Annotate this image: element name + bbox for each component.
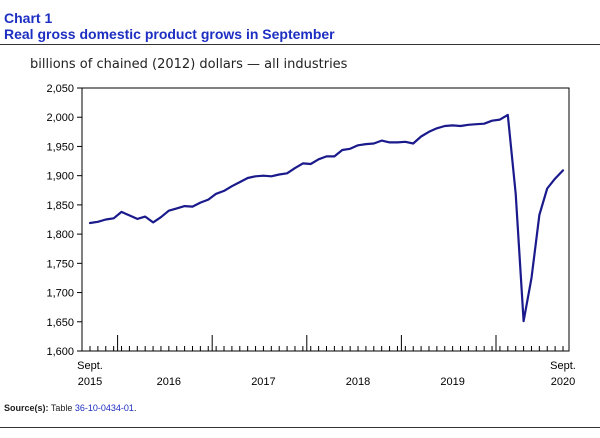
y-axis-unit-label: billions of chained (2012) dollars — all… (30, 57, 348, 72)
x-tick-label: 2016 (157, 376, 181, 388)
y-tick-label: 1,900 (46, 171, 74, 183)
series-group (88, 113, 565, 323)
line-chart: 1,600 1,650 1,700 1,750 1,800 1,850 1,900 1,950… (46, 83, 576, 388)
y-tick-label: 1,700 (46, 288, 74, 300)
x-tick-label: 2019 (440, 376, 464, 388)
series-line (88, 113, 565, 323)
y-tick-label: 1,950 (46, 141, 74, 153)
bottom-rule (0, 427, 600, 428)
y-axis: 1,600 1,650 1,700 1,750 1,800 1,850 1,900 1,950… (46, 83, 82, 358)
chart-title: Real gross domestic product grows in Sep… (4, 26, 335, 42)
y-tick-label: 2,000 (46, 112, 74, 124)
chart-number: Chart 1 (4, 10, 53, 26)
x-axis: Sept. 2015 2016 2017 2018 2019 Sept. 2020 (77, 335, 576, 388)
source-suffix: . (133, 403, 137, 413)
y-tick-label: 1,850 (46, 200, 74, 212)
top-rule (0, 44, 600, 45)
x-tick-label: Sept. (550, 360, 576, 372)
y-tick-label: 1,650 (46, 317, 74, 329)
y-tick-label: 1,750 (46, 258, 74, 270)
source-table-link[interactable]: 36-10-0434-01 (74, 403, 134, 413)
y-tick-label: 2,050 (46, 83, 74, 95)
y-tick-label: 1,600 (46, 346, 74, 358)
source-label: Source(s): (4, 403, 49, 413)
x-tick-label: 2018 (346, 376, 370, 388)
plot-frame (81, 87, 570, 352)
y-tick-label: 1,800 (46, 229, 74, 241)
source-note: Source(s): Table 36-10-0434-01. (4, 403, 136, 413)
source-prefix: Table (50, 403, 75, 413)
x-tick-label: 2020 (551, 376, 575, 388)
x-tick-label: 2017 (251, 376, 275, 388)
x-tick-label: 2015 (78, 376, 102, 388)
x-tick-label: Sept. (77, 360, 103, 372)
